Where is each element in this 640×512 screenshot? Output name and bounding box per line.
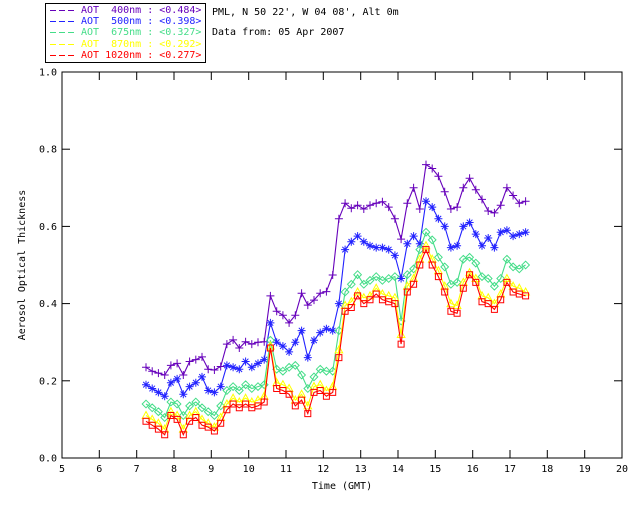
legend-line-sample [50, 54, 76, 56]
station-info: PML, N 50 22', W 04 08', Alt 0m [212, 7, 399, 18]
date-info: Data from: 05 Apr 2007 [212, 27, 345, 38]
series-markers [141, 240, 531, 433]
legend-entry-label: AOT 500nm : <0.398> [81, 16, 202, 28]
x-tick-label: 5 [59, 464, 65, 475]
y-tick-label: 0.4 [39, 299, 57, 310]
y-tick-label: 1.0 [39, 68, 57, 79]
series-markers [142, 246, 530, 439]
x-tick-label: 20 [616, 464, 628, 475]
x-tick-label: 19 [579, 464, 591, 475]
x-tick-label: 12 [317, 464, 329, 475]
y-tick-label: 0.0 [39, 454, 57, 465]
y-axis-title: Aerosol Optical Thickness [17, 190, 28, 341]
legend-entry-500nm: AOT 500nm : <0.398> [50, 16, 203, 27]
x-tick-label: 7 [134, 464, 140, 475]
series-markers [141, 227, 531, 423]
legend-line-sample [50, 10, 76, 12]
y-tick-label: 0.6 [39, 222, 57, 233]
x-tick-label: 13 [355, 464, 367, 475]
legend-entry-400nm: AOT 400nm : <0.484> [50, 5, 203, 16]
plot-frame [61, 71, 623, 459]
x-tick-label: 18 [541, 464, 553, 475]
x-axis-title: Time (GMT) [312, 481, 372, 492]
legend-entry-870nm: AOT 870nm : <0.292> [50, 39, 203, 50]
x-tick-label: 9 [208, 464, 214, 475]
legend-entry-label: AOT 675nm : <0.327> [81, 27, 202, 39]
x-tick-label: 10 [243, 464, 255, 475]
x-tick-label: 8 [171, 464, 177, 475]
legend-line-sample [50, 43, 76, 45]
series-aot-870nm [141, 240, 531, 433]
series-markers [142, 197, 530, 401]
legend-line-sample [50, 21, 76, 23]
y-tick-label: 0.8 [39, 145, 57, 156]
plot-series [141, 160, 531, 439]
legend-entry-1020nm: AOT 1020nm : <0.277> [50, 50, 203, 61]
series-aot-400nm [142, 160, 530, 379]
plot-axes: 5 6 7 8 9 10 11 12 13 14 15 16 17 18 19 20 0.0 0.2 0.4 0.6 0… [39, 68, 628, 476]
x-tick-label: 16 [467, 464, 479, 475]
x-tick-label: 15 [429, 464, 441, 475]
series-line [145, 244, 526, 431]
legend-entry-label: AOT 400nm : <0.484> [81, 5, 202, 17]
legend-entry-label: AOT 1020nm : <0.277> [81, 49, 202, 61]
legend: AOT 400nm : <0.484> AOT 500nm : <0.398> AO… [45, 3, 206, 63]
series-aot-500nm [142, 197, 530, 401]
legend-entry-label: AOT 870nm : <0.292> [81, 38, 202, 50]
series-markers [142, 160, 530, 379]
x-tick-label: 11 [280, 464, 292, 475]
legend-line-sample [50, 32, 76, 34]
x-tick-label: 6 [96, 464, 102, 475]
x-tick-label: 17 [504, 464, 516, 475]
y-tick-label: 0.2 [39, 376, 57, 387]
series-line [145, 248, 526, 437]
x-tick-label: 14 [392, 464, 404, 475]
series-aot-1020nm [142, 246, 530, 439]
legend-entry-675nm: AOT 675nm : <0.327> [50, 27, 203, 38]
